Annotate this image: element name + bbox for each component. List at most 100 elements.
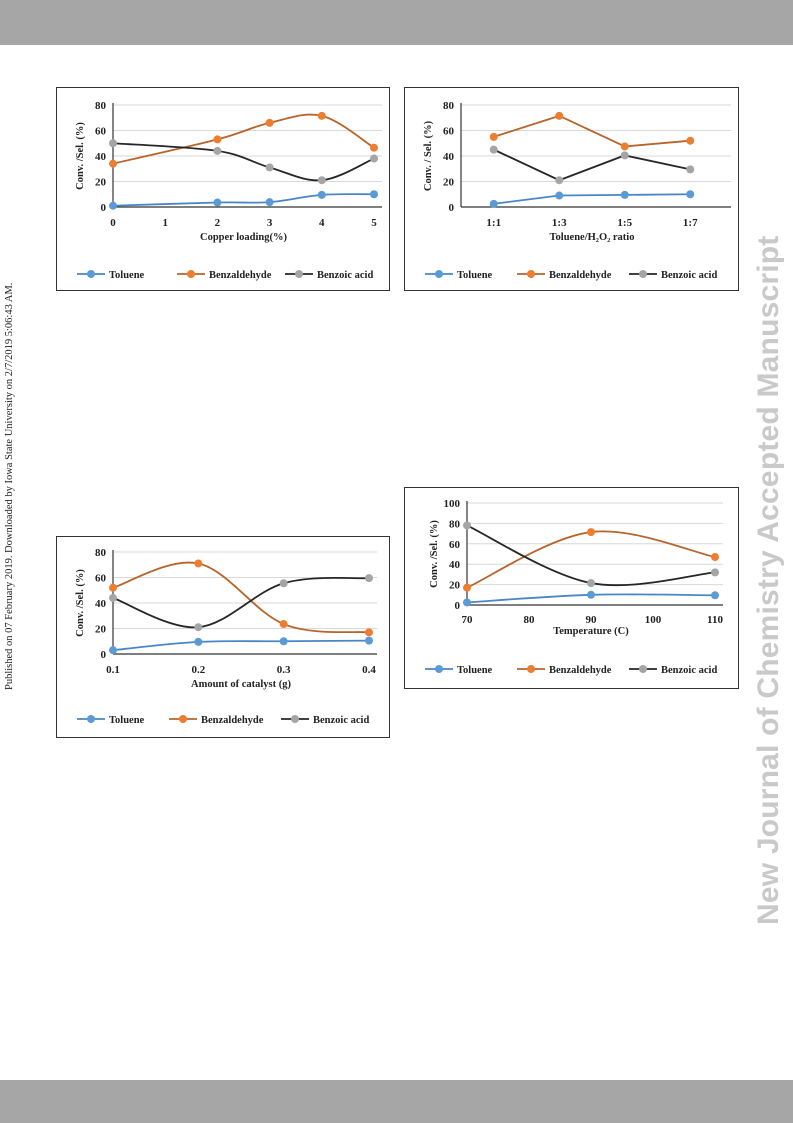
data-point-toluene bbox=[711, 591, 719, 600]
data-point-benzaldehyde bbox=[587, 528, 595, 537]
data-point-benzaldehyde bbox=[317, 111, 326, 120]
data-point-toluene bbox=[463, 598, 471, 607]
data-point-toluene bbox=[109, 201, 117, 210]
legend-marker-benzaldehyde bbox=[179, 715, 187, 723]
data-point-benzoic-acid bbox=[463, 521, 471, 530]
legend-marker-benzoic-acid bbox=[639, 270, 647, 278]
chart-svg: 0 20 40 60 80 100 70 80 90 100 110 Temperature (C) C… bbox=[425, 498, 723, 676]
x-tick-label: 1 bbox=[162, 217, 168, 229]
x-tick-label: 5 bbox=[371, 217, 377, 229]
journal-watermark: New Journal of Chemistry Accepted Manusc… bbox=[752, 235, 785, 926]
y-tick-label: 20 bbox=[443, 177, 455, 189]
data-point-benzaldehyde bbox=[109, 583, 117, 592]
x-tick-label: 0.1 bbox=[106, 664, 120, 676]
x-axis-label: Temperature (C) bbox=[553, 626, 629, 637]
data-point-benzaldehyde bbox=[109, 159, 117, 168]
data-point-benzaldehyde bbox=[279, 620, 288, 629]
chart-copper-loading: 0 20 40 60 80 0 1 2 3 4 5 Copper loading(%) Conv. /S… bbox=[56, 87, 390, 291]
data-point-benzoic-acid bbox=[365, 574, 373, 583]
chart-svg: 0 20 40 60 80 0 1 2 3 4 5 Copper loading(%) Conv. /S… bbox=[75, 100, 382, 281]
data-point-benzaldehyde bbox=[370, 143, 378, 152]
data-point-benzaldehyde bbox=[265, 118, 274, 127]
legend-marker-toluene bbox=[435, 270, 443, 278]
data-point-toluene bbox=[265, 198, 274, 207]
series-line-toluene bbox=[112, 193, 375, 207]
x-axis-label: Amount of catalyst (g) bbox=[191, 679, 292, 690]
data-point-benzaldehyde bbox=[686, 136, 695, 145]
y-axis-label: Conv. / Sel. (%) bbox=[423, 120, 434, 191]
series-line-toluene bbox=[112, 639, 370, 652]
y-tick-label: 20 bbox=[95, 177, 107, 189]
data-point-toluene bbox=[489, 199, 498, 208]
y-tick-label: 0 bbox=[101, 202, 107, 214]
legend-marker-toluene bbox=[435, 665, 443, 673]
data-point-benzaldehyde bbox=[555, 111, 564, 120]
data-point-benzoic-acid bbox=[620, 151, 629, 160]
legend-label-benzoic-acid: Benzoic acid bbox=[313, 715, 369, 726]
series-line-benzaldehyde bbox=[112, 561, 370, 634]
legend-marker-benzaldehyde bbox=[187, 270, 195, 278]
data-point-benzaldehyde bbox=[489, 132, 498, 141]
legend-label-toluene: Toluene bbox=[457, 270, 493, 281]
x-tick-label: 90 bbox=[586, 614, 598, 626]
y-tick-label: 20 bbox=[449, 580, 461, 592]
data-point-benzoic-acid bbox=[279, 579, 288, 588]
x-tick-label: 1:1 bbox=[486, 217, 501, 229]
x-tick-label: 1:7 bbox=[683, 217, 698, 229]
data-point-benzoic-acid bbox=[711, 568, 719, 577]
x-tick-label: 100 bbox=[645, 614, 662, 626]
x-tick-label: 80 bbox=[524, 614, 536, 626]
legend-label-toluene: Toluene bbox=[109, 715, 145, 726]
legend-label-toluene: Toluene bbox=[457, 665, 493, 676]
y-tick-label: 60 bbox=[449, 539, 461, 551]
data-point-toluene bbox=[213, 198, 222, 207]
legend-label-benzoic-acid: Benzoic acid bbox=[661, 665, 717, 676]
x-axis-label: Copper loading(%) bbox=[200, 232, 288, 243]
data-point-benzaldehyde bbox=[365, 628, 373, 637]
data-point-benzoic-acid bbox=[370, 154, 378, 163]
series-line-benzoic-acid bbox=[493, 148, 691, 182]
y-tick-label: 80 bbox=[449, 518, 461, 530]
y-tick-label: 100 bbox=[444, 498, 461, 510]
y-tick-label: 40 bbox=[95, 598, 107, 610]
data-point-benzoic-acid bbox=[265, 163, 274, 172]
legend-label-benzaldehyde: Benzaldehyde bbox=[549, 665, 612, 676]
chart-temperature: 0 20 40 60 80 100 70 80 90 100 110 Temperature (C) C… bbox=[404, 487, 739, 689]
legend-marker-benzoic-acid bbox=[291, 715, 299, 723]
series-line-benzaldehyde bbox=[493, 114, 691, 148]
legend-marker-benzaldehyde bbox=[527, 270, 535, 278]
y-tick-label: 40 bbox=[449, 559, 461, 571]
x-tick-label: 110 bbox=[707, 614, 723, 626]
series-line-benzoic-acid bbox=[112, 576, 370, 629]
x-axis-label: Toluene/H₂O₂ ratio bbox=[550, 232, 635, 243]
chart-svg: 0 20 40 60 80 1:1 1:3 1:5 1:7 Toluene/H₂O₂ ratio C… bbox=[423, 100, 731, 281]
data-point-toluene bbox=[370, 190, 378, 199]
data-point-toluene bbox=[317, 190, 326, 199]
chart-toluene-h2o2-ratio: 0 20 40 60 80 1:1 1:3 1:5 1:7 Toluene/H₂O₂ ratio C… bbox=[404, 87, 739, 291]
header-band bbox=[0, 0, 793, 45]
series-line-toluene bbox=[493, 193, 691, 205]
data-point-benzoic-acid bbox=[317, 176, 326, 185]
y-axis-label: Conv. /Sel. (%) bbox=[429, 520, 440, 588]
chart-catalyst-amount: 0 20 40 60 80 0.1 0.2 0.3 0.4 Amount of catalyst … bbox=[56, 536, 390, 738]
data-point-toluene bbox=[365, 636, 373, 645]
x-tick-label: 1:3 bbox=[552, 217, 567, 229]
legend-marker-toluene bbox=[87, 270, 95, 278]
data-point-benzoic-acid bbox=[109, 593, 117, 602]
data-point-benzaldehyde bbox=[620, 142, 629, 151]
y-tick-label: 60 bbox=[95, 573, 107, 585]
y-tick-label: 80 bbox=[95, 547, 107, 559]
legend-marker-benzoic-acid bbox=[639, 665, 647, 673]
data-point-toluene bbox=[587, 590, 595, 599]
data-point-benzoic-acid bbox=[555, 176, 564, 185]
data-point-benzoic-acid bbox=[109, 139, 117, 148]
legend-label-benzaldehyde: Benzaldehyde bbox=[209, 270, 272, 281]
data-point-benzoic-acid bbox=[213, 146, 222, 155]
data-point-toluene bbox=[686, 190, 695, 199]
data-point-benzoic-acid bbox=[686, 165, 695, 174]
x-tick-label: 70 bbox=[462, 614, 474, 626]
legend-marker-benzoic-acid bbox=[295, 270, 303, 278]
data-point-toluene bbox=[555, 191, 564, 200]
data-point-benzoic-acid bbox=[587, 579, 595, 588]
y-tick-label: 0 bbox=[449, 202, 455, 214]
